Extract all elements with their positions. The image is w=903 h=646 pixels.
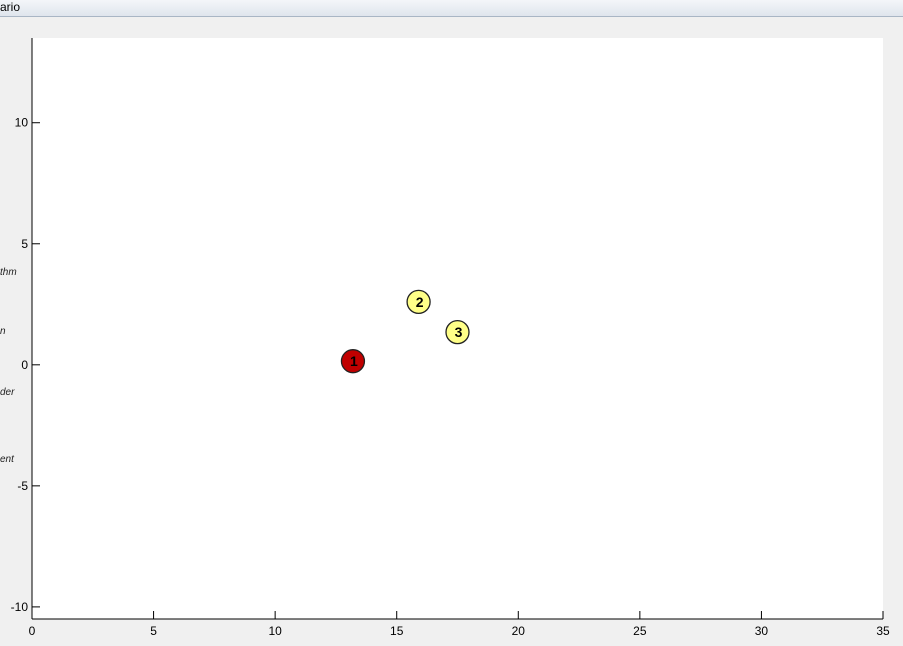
side-label-3: der [0, 387, 15, 398]
x-tick-label: 5 [150, 624, 157, 638]
ticks-layer: 0 5 10 15 20 25 30 35 -10 -5 0 5 10 [11, 116, 890, 638]
marker-1[interactable]: 1 [340, 349, 366, 374]
marker-label: 3 [455, 324, 463, 340]
x-tick-label: 35 [876, 624, 890, 638]
window-title-bar: ario [0, 0, 903, 17]
y-tick-label: 0 [21, 358, 28, 372]
side-label-1: thm [0, 267, 17, 278]
marker-label: 2 [416, 294, 424, 310]
side-label-4: ent [0, 454, 14, 465]
window-title: ario [0, 0, 21, 14]
x-tick-label: 15 [390, 624, 404, 638]
x-tick-label: 25 [633, 624, 647, 638]
y-tick-label: 10 [15, 116, 29, 130]
marker-3[interactable]: 3 [445, 319, 470, 345]
marker-circle[interactable] [445, 319, 470, 345]
y-tick-label: -10 [11, 600, 29, 614]
y-tick-label: 5 [21, 237, 28, 251]
x-tick-label: 0 [29, 624, 36, 638]
x-tick-label: 30 [755, 624, 769, 638]
markers-layer: 1 2 3 [340, 289, 470, 374]
marker-2[interactable]: 2 [406, 289, 431, 315]
x-tick-label: 20 [512, 624, 526, 638]
marker-circle[interactable] [406, 289, 431, 315]
marker-circle[interactable] [340, 349, 366, 374]
x-tick-label: 10 [268, 624, 282, 638]
side-label-2: n [0, 326, 6, 337]
y-tick-label: -5 [17, 479, 28, 493]
marker-label: 1 [350, 353, 358, 369]
